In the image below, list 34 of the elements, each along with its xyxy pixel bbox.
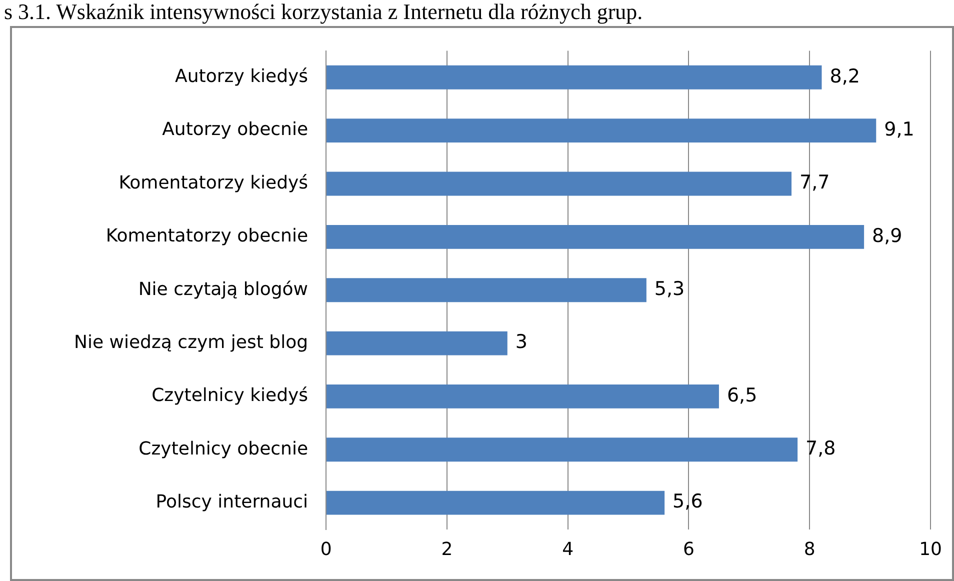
data-label: 8,9 — [872, 224, 902, 247]
x-tick-label: 2 — [441, 538, 453, 560]
data-label: 8,2 — [830, 65, 860, 88]
bar — [326, 438, 798, 462]
x-tick-label: 8 — [804, 538, 816, 560]
data-label: 6,5 — [726, 384, 758, 406]
y-tick-label: Nie czytają blogów — [138, 278, 308, 300]
bar — [326, 278, 646, 302]
y-tick-label: Czytelnicy obecnie — [138, 438, 308, 460]
data-label: 9,1 — [884, 118, 914, 141]
y-tick-label: Komentatorzy obecnie — [106, 226, 308, 247]
data-label: 3 — [515, 331, 528, 354]
y-tick-label: Autorzy obecnie — [162, 119, 308, 140]
chart-title: s 3.1. Wskaźnik intensywności korzystania z Internetu dla różnych grup. — [4, 0, 643, 24]
y-tick-label: Nie wiedzą czym jest blog — [74, 332, 308, 353]
bar — [326, 384, 719, 408]
y-tick-label: Polscy internauci — [156, 491, 308, 512]
x-tick-label: 10 — [919, 538, 942, 560]
data-label: 7,8 — [806, 438, 836, 460]
x-tick-label: 6 — [683, 538, 694, 560]
bar — [326, 331, 508, 356]
y-tick-label: Czytelnicy kiedyś — [152, 385, 308, 406]
data-label: 5,3 — [654, 278, 685, 300]
bar — [326, 224, 864, 249]
bar — [326, 118, 876, 143]
y-tick-label: Autorzy kiedyś — [175, 66, 308, 88]
bar — [326, 65, 822, 90]
x-tick-label: 4 — [562, 538, 574, 560]
bar — [326, 172, 792, 196]
x-tick-label: 0 — [320, 538, 332, 560]
data-label: 5,6 — [672, 490, 703, 513]
bar — [326, 490, 665, 515]
data-label: 7,7 — [800, 172, 830, 194]
y-tick-label: Komentatorzy kiedyś — [118, 172, 308, 194]
